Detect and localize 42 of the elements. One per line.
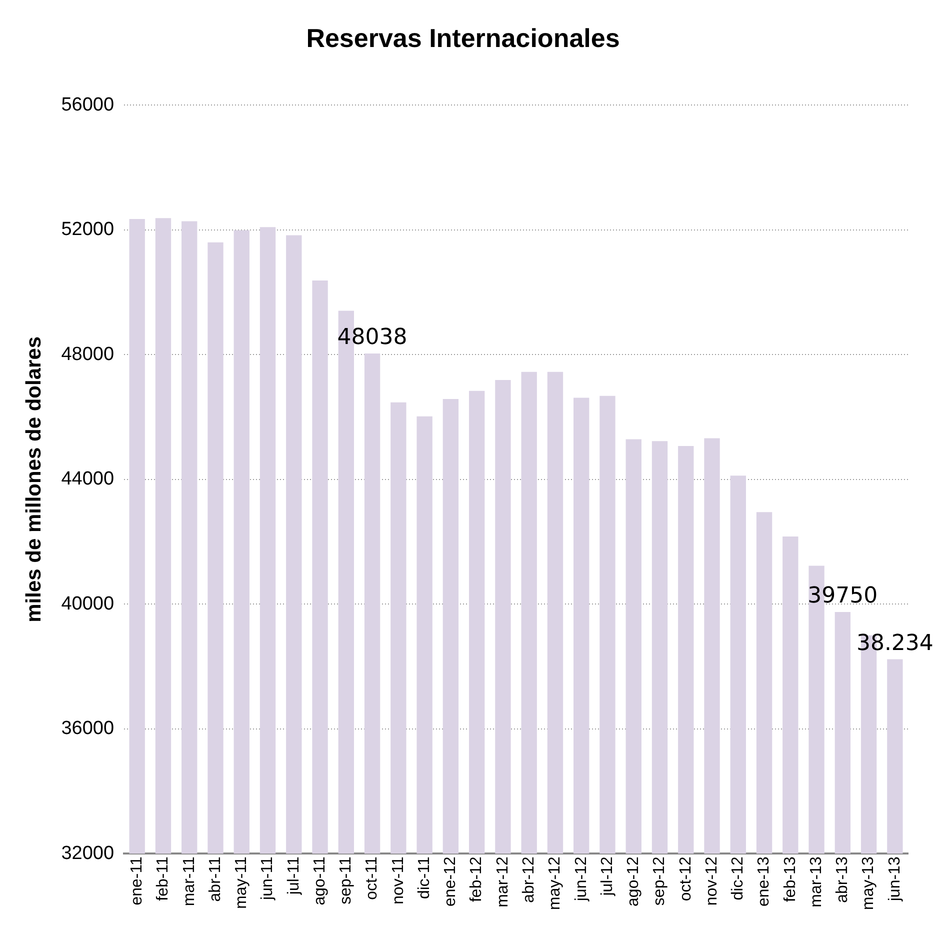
x-tick-label: mar-12 bbox=[494, 856, 512, 908]
x-tick-label: feb-13 bbox=[782, 856, 799, 902]
x-tick-label: ene-11 bbox=[128, 856, 146, 906]
x-tick-label: jun-13 bbox=[886, 856, 904, 902]
x-tick-label: sep-12 bbox=[651, 856, 668, 906]
data-label: 39750 bbox=[808, 584, 878, 609]
x-tick-label: abr-13 bbox=[834, 856, 852, 903]
x-tick-label: ago-11 bbox=[311, 856, 328, 906]
y-tick-label: 52000 bbox=[61, 219, 114, 240]
y-tick-label: 56000 bbox=[61, 94, 114, 116]
y-axis-title: miles de millones de dolares bbox=[22, 336, 46, 622]
x-tick-label: ene-13 bbox=[756, 856, 773, 906]
x-tick-label: dic-12 bbox=[730, 856, 747, 900]
x-tick-label: abr-12 bbox=[520, 856, 538, 903]
x-tick-label: sep-11 bbox=[338, 856, 355, 904]
x-tick-label: dic-11 bbox=[416, 856, 433, 900]
x-tick-label: oct-12 bbox=[677, 856, 694, 902]
x-tick-label: ago-12 bbox=[625, 856, 642, 906]
x-tick-label: feb-12 bbox=[468, 856, 486, 902]
data-label: 48038 bbox=[337, 325, 408, 350]
x-tick-label: jun-11 bbox=[259, 856, 276, 901]
x-tick-label: jun-12 bbox=[572, 856, 590, 902]
x-tick-label: jul-11 bbox=[285, 856, 302, 896]
x-tick-label: oct-11 bbox=[364, 856, 381, 900]
x-tick-label: mar-13 bbox=[808, 856, 825, 908]
y-tick-label: 36000 bbox=[61, 718, 114, 740]
x-tick-label: mar-11 bbox=[180, 856, 198, 906]
x-tick-label: abr-11 bbox=[206, 856, 224, 902]
x-tick-label: may-13 bbox=[860, 856, 878, 910]
x-tick-label: may-11 bbox=[233, 856, 250, 909]
x-tick-label: may-12 bbox=[546, 856, 564, 910]
data-label: 38.234 bbox=[856, 630, 934, 656]
chart-title: Reservas Internacionales bbox=[306, 22, 620, 53]
y-tick-label: 48000 bbox=[61, 344, 114, 365]
x-tick-label: nov-12 bbox=[703, 856, 720, 906]
y-tick-label: 40000 bbox=[61, 593, 114, 614]
x-tick-label: nov-11 bbox=[390, 856, 407, 904]
y-tick-label: 44000 bbox=[61, 468, 114, 490]
x-tick-label: ene-12 bbox=[442, 856, 460, 906]
y-tick-label: 32000 bbox=[61, 842, 114, 864]
x-tick-label: jul-12 bbox=[598, 856, 616, 897]
x-tick-label: feb-11 bbox=[154, 856, 172, 901]
